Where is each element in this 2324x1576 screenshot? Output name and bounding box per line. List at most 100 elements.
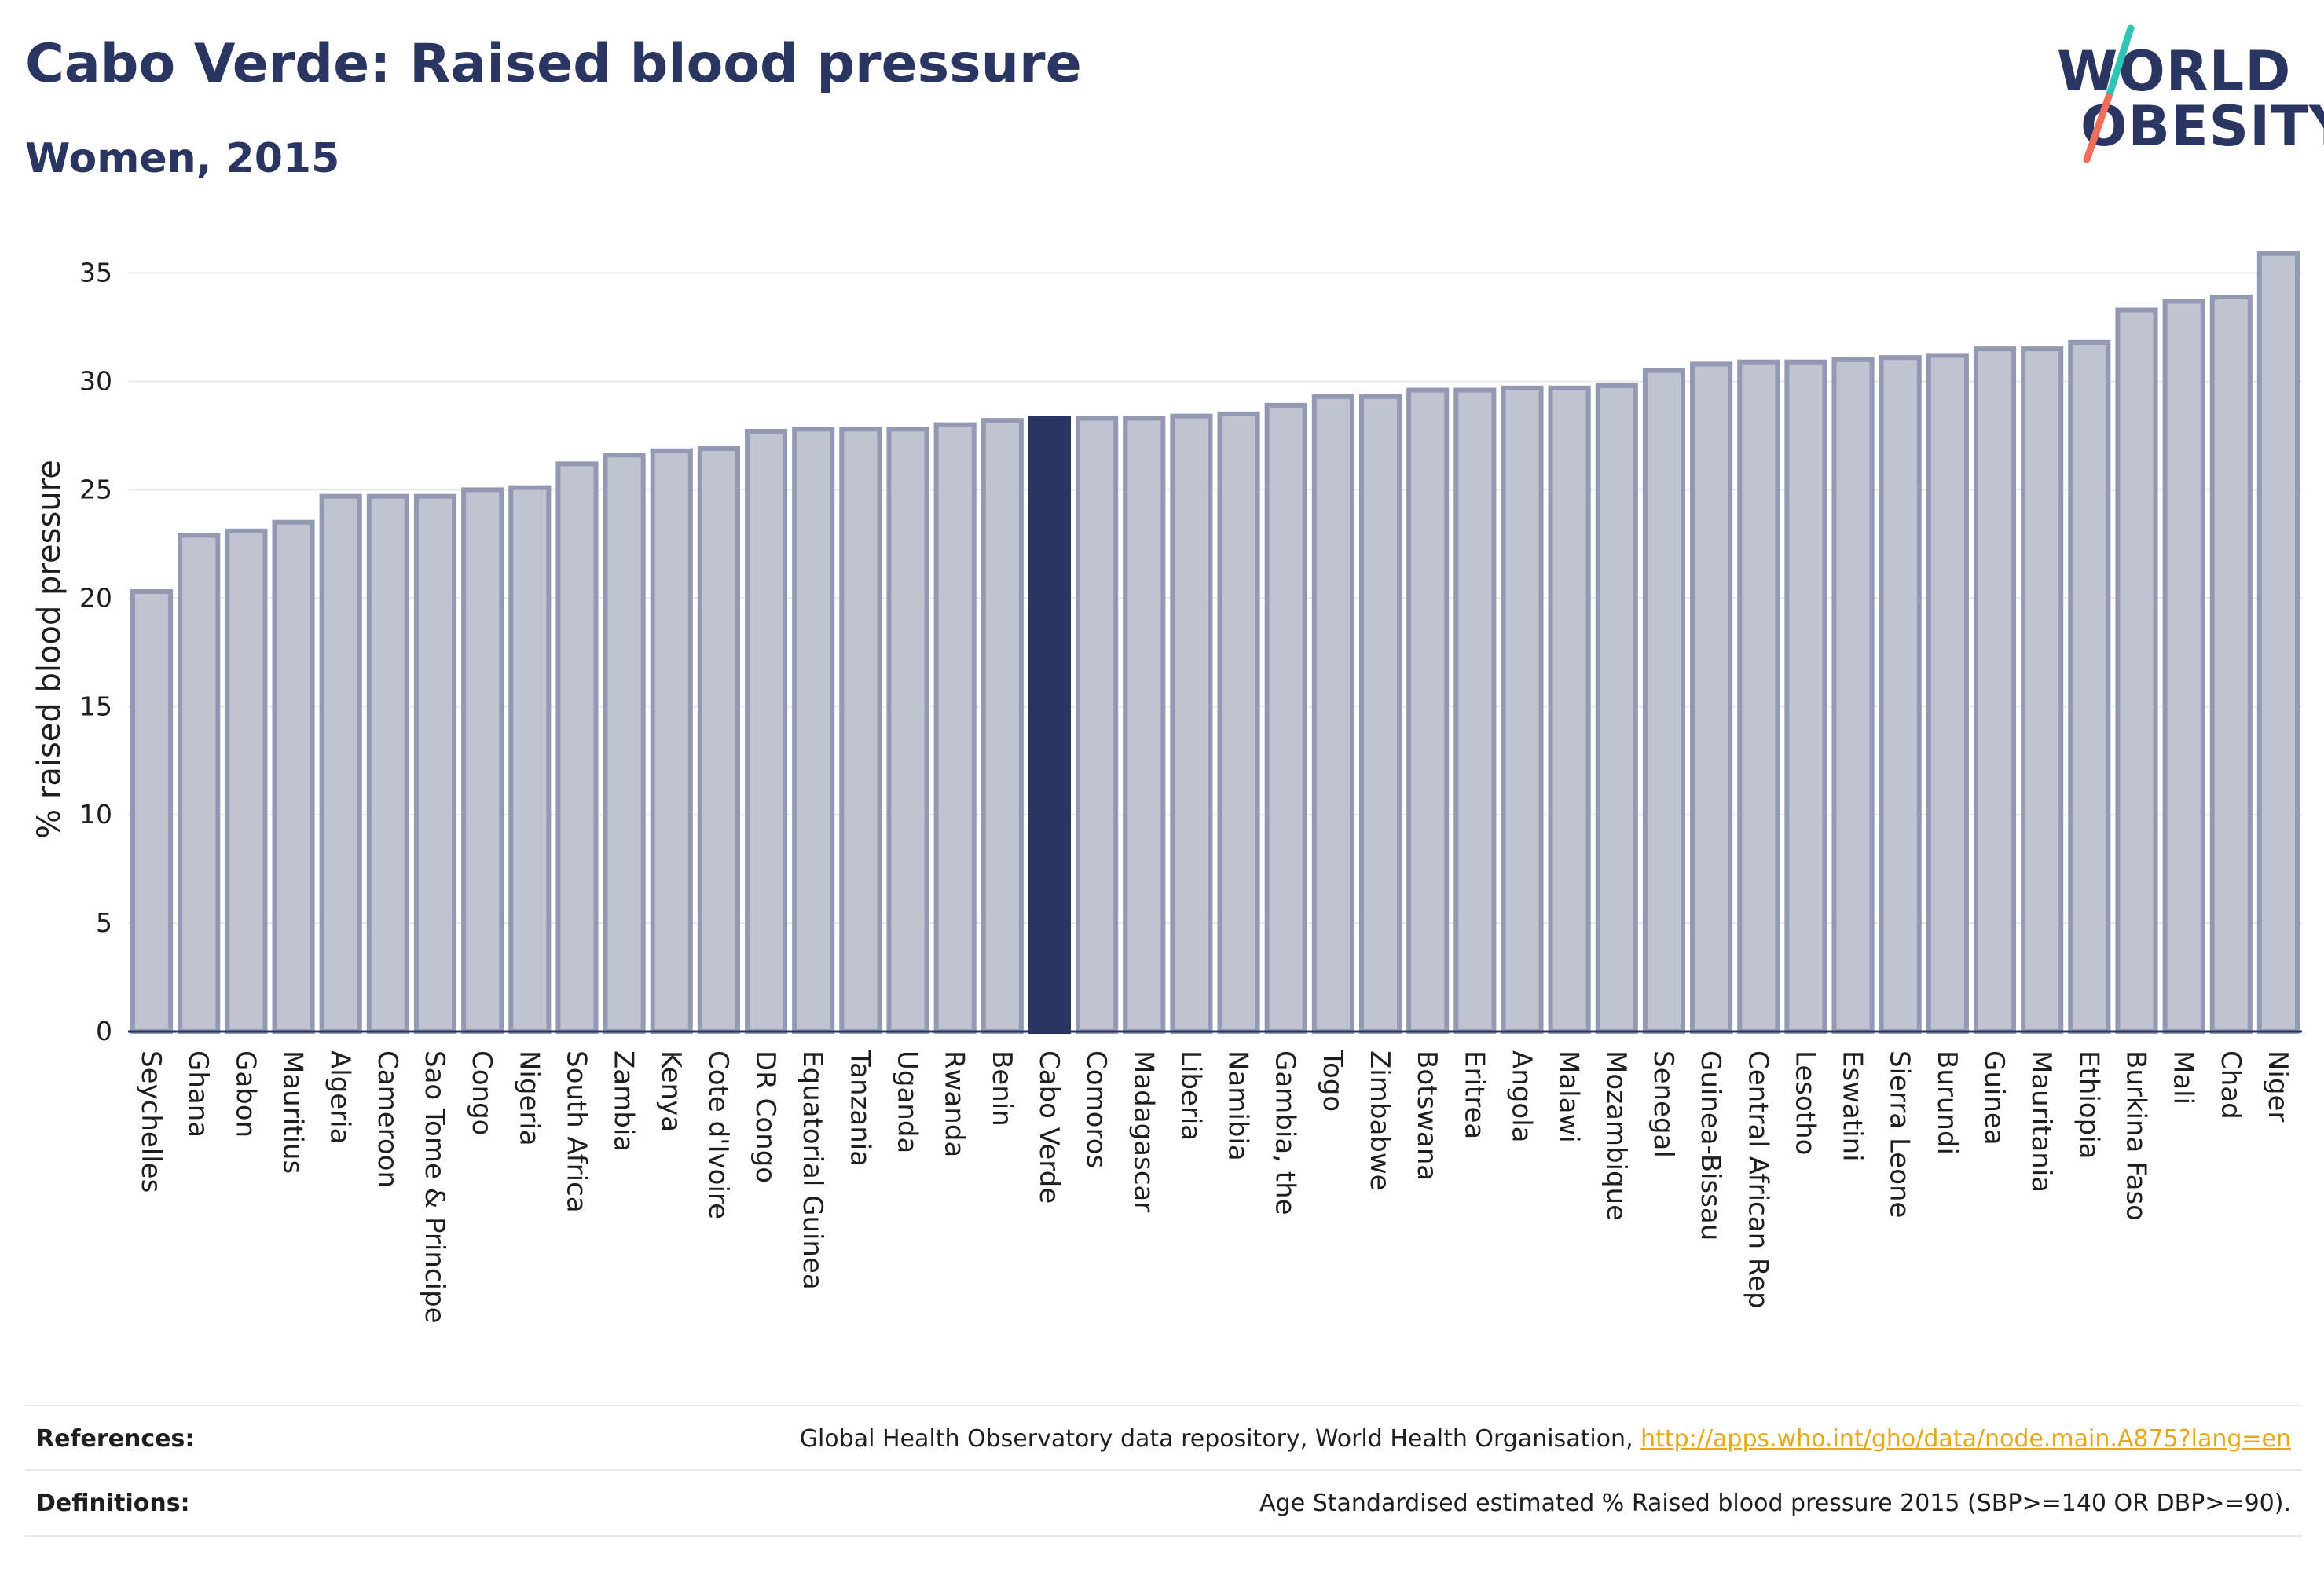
bar	[1264, 402, 1307, 1034]
x-tick-label: Zambia	[608, 1050, 640, 1152]
y-tick-label: 25	[79, 474, 112, 504]
x-tick-label: Rwanda	[939, 1050, 970, 1157]
x-tick-label: Uganda	[892, 1050, 923, 1153]
x-tick-label: Cabo Verde	[1033, 1050, 1065, 1204]
x-tick-label: Mali	[2168, 1050, 2199, 1105]
bar	[1879, 355, 1922, 1034]
logo-text-line2: OBESITY	[2080, 94, 2324, 159]
bar	[1170, 413, 1213, 1034]
bar	[1406, 387, 1450, 1034]
x-tick-label: Eswatini	[1837, 1050, 1868, 1162]
x-tick-label: Seychelles	[135, 1050, 167, 1193]
page-title: Cabo Verde: Raised blood pressure	[25, 33, 1082, 95]
bar	[225, 528, 268, 1034]
x-tick-label: Benin	[986, 1050, 1017, 1127]
bar	[1784, 359, 1827, 1034]
bar	[744, 428, 788, 1034]
x-tick-label: Zimbabwe	[1364, 1050, 1395, 1191]
x-tick-label: Botswana	[1411, 1050, 1442, 1181]
x-tick-label: DR Congo	[750, 1050, 781, 1183]
bar	[1831, 357, 1875, 1034]
references-link[interactable]: http://apps.who.int/gho/data/node.main.A…	[1640, 1424, 2291, 1453]
references-content: Global Health Observatory data repositor…	[800, 1425, 2302, 1453]
bar	[981, 418, 1024, 1034]
y-tick-label: 35	[79, 258, 112, 288]
bar	[1595, 383, 1638, 1034]
bar	[792, 427, 835, 1034]
bar	[2162, 299, 2205, 1035]
x-tick-label: Ghana	[182, 1050, 214, 1138]
definitions-row: Definitions: Age Standardised estimated …	[25, 1469, 2302, 1537]
bar	[413, 493, 457, 1034]
bar	[461, 487, 504, 1034]
x-tick-label: Equatorial Guinea	[797, 1050, 828, 1290]
bar	[1358, 394, 1402, 1034]
x-tick-label: Nigeria	[513, 1050, 544, 1146]
x-tick-label: Gambia, the	[1270, 1050, 1301, 1215]
x-tick-label: Lesotho	[1789, 1050, 1820, 1155]
bar	[1642, 368, 1686, 1035]
definitions-label: Definitions:	[36, 1489, 190, 1517]
y-tick-label: 5	[96, 907, 112, 938]
x-tick-label: Mauritania	[2025, 1050, 2057, 1193]
bar	[366, 493, 409, 1034]
page-subtitle: Women, 2015	[25, 135, 340, 182]
x-tick-label: Angola	[1505, 1050, 1537, 1142]
x-tick-label: Eritrea	[1458, 1050, 1490, 1139]
bar	[272, 519, 315, 1034]
x-tick-label: Malawi	[1553, 1050, 1585, 1143]
x-tick-label: Sao Tome & Principe	[419, 1050, 450, 1324]
y-axis-label: % raised blood pressure	[31, 460, 68, 839]
x-tick-label: Cote d'Ivoire	[702, 1050, 734, 1219]
y-tick-label: 15	[79, 691, 112, 721]
y-tick-label: 10	[79, 799, 112, 830]
x-tick-label: Guinea-Bissau	[1695, 1050, 1726, 1241]
x-tick-label: Madagascar	[1127, 1050, 1159, 1212]
x-tick-label: Burkina Faso	[2120, 1050, 2151, 1221]
x-tick-label: Liberia	[1175, 1050, 1206, 1141]
world-obesity-logo: WORLD OBESITY	[2043, 22, 2324, 163]
x-tick-label: Sierra Leone	[1884, 1050, 1915, 1218]
bar	[933, 422, 977, 1034]
bar	[1453, 387, 1497, 1034]
references-row: References: Global Health Observatory da…	[25, 1405, 2302, 1471]
x-tick-label: Tanzania	[844, 1050, 875, 1167]
x-tick-label: Algeria	[324, 1050, 356, 1144]
x-tick-label: Mozambique	[1600, 1050, 1632, 1221]
bar	[1028, 416, 1072, 1034]
x-tick-label: Kenya	[655, 1050, 687, 1132]
x-tick-label: South Africa	[560, 1050, 592, 1213]
bar	[1123, 416, 1166, 1034]
x-tick-label: Congo	[466, 1050, 497, 1135]
references-label: References:	[36, 1424, 195, 1453]
x-tick-label: Senegal	[1648, 1050, 1679, 1158]
bar	[2115, 307, 2158, 1035]
x-tick-label: Central African Rep	[1742, 1050, 1773, 1309]
bar	[1501, 385, 1544, 1034]
bar	[1973, 346, 2017, 1034]
logo-text-line1: WORLD	[2057, 39, 2292, 104]
x-tick-label: Guinea	[1978, 1050, 2010, 1145]
bar	[1076, 416, 1119, 1034]
x-tick-label: Gabon	[229, 1050, 261, 1138]
bar-chart: 0 5 10 15 20 25 30 35 Seychelles Ghana Gabon Maurit…	[31, 251, 2302, 1324]
x-tick-label: Ethiopia	[2073, 1050, 2104, 1159]
bar	[603, 453, 646, 1034]
bar	[2209, 294, 2253, 1034]
y-tick-label: 20	[79, 582, 112, 613]
bar	[839, 427, 882, 1034]
y-tick-label: 0	[96, 1016, 112, 1046]
x-tick-label: Chad	[2215, 1050, 2246, 1120]
bar	[178, 533, 221, 1034]
x-tick-label: Comoros	[1080, 1050, 1112, 1168]
x-tick-label: Cameroon	[372, 1050, 403, 1188]
x-tick-label: Niger	[2262, 1050, 2293, 1122]
bar	[2068, 339, 2111, 1035]
bar	[1311, 394, 1354, 1034]
bar	[1737, 359, 1780, 1034]
bar	[130, 589, 174, 1034]
x-tick-label: Namibia	[1222, 1050, 1254, 1161]
x-tick-label: Togo	[1317, 1050, 1348, 1112]
bar	[2256, 251, 2300, 1034]
x-tick-label: Mauritius	[277, 1050, 309, 1174]
